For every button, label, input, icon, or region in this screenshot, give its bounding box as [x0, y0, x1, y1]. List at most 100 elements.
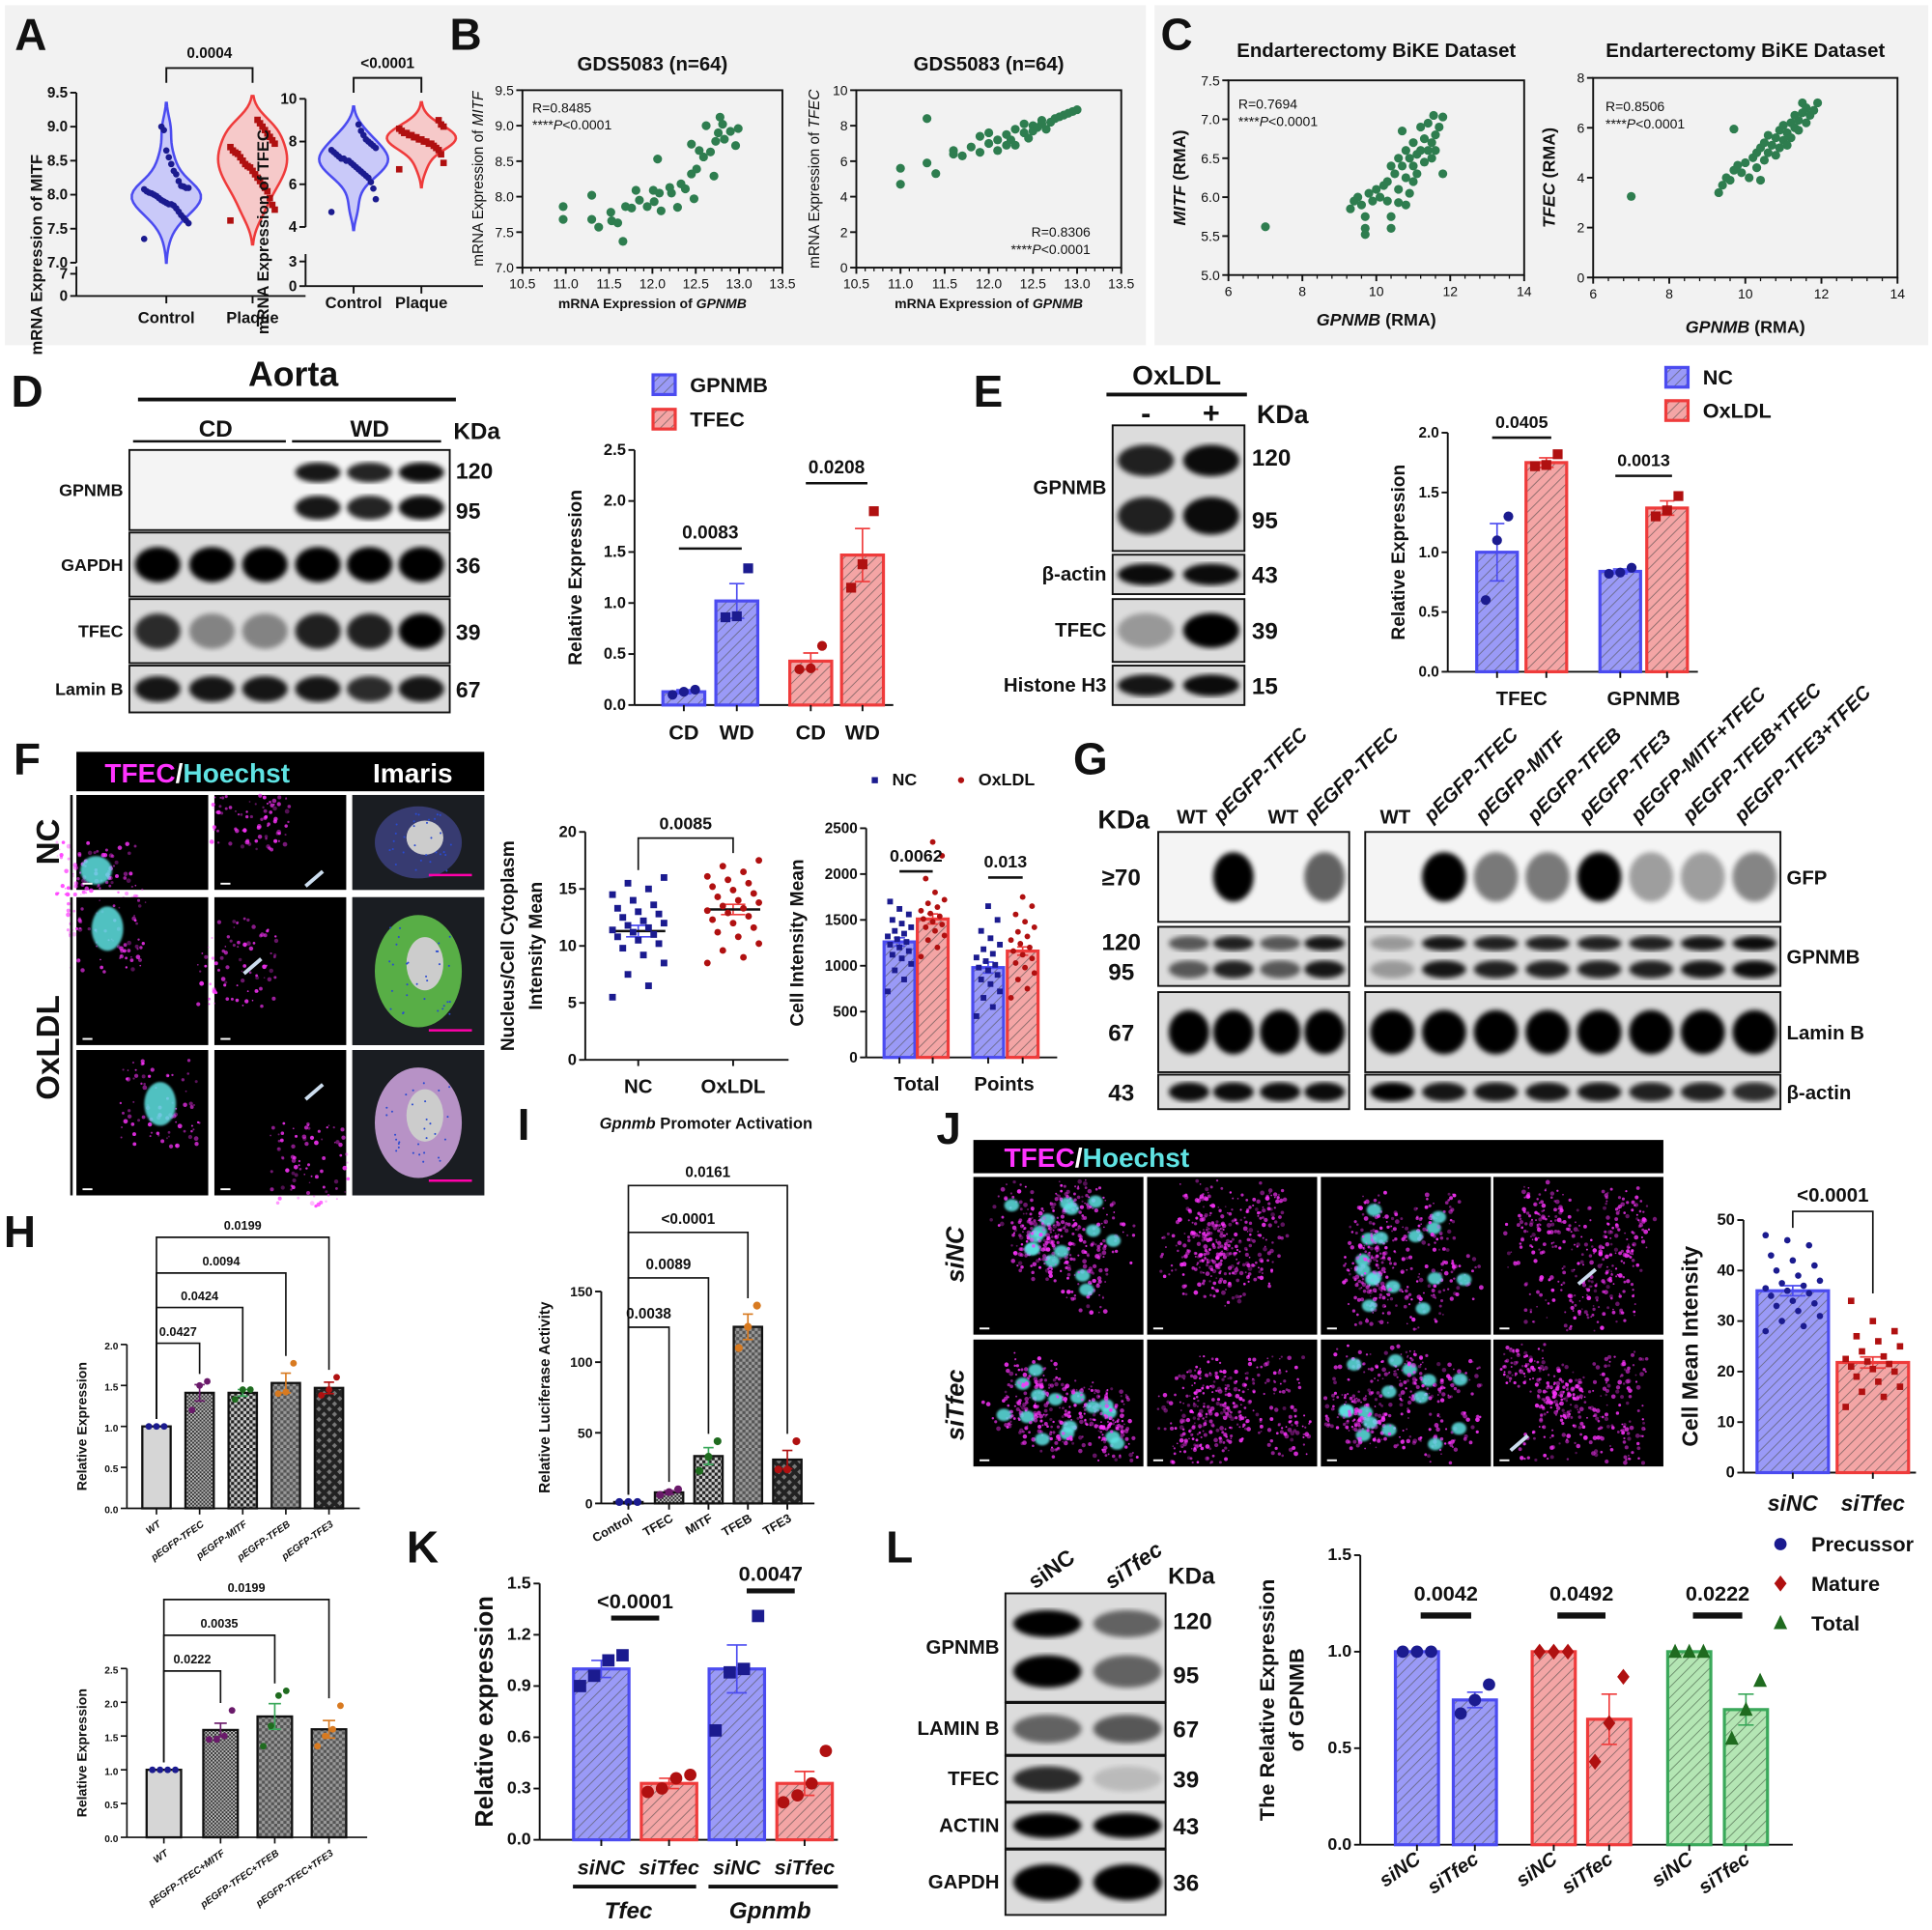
tfec-signal: [1206, 1261, 1209, 1264]
tfec-signal: [1056, 1240, 1060, 1244]
tfec-signal: [1092, 1206, 1094, 1210]
tfec-signal: [1372, 1288, 1378, 1293]
tfec-signal: [1090, 1242, 1094, 1247]
tfec-signal: [1393, 1444, 1398, 1449]
kda-marker: 120: [1252, 445, 1291, 471]
data-point: [1423, 118, 1433, 128]
tfec-signal: [1102, 1440, 1107, 1444]
tfec-signal: [1384, 1214, 1389, 1219]
kda-marker: 39: [456, 619, 481, 644]
tfec-signal: [1114, 1421, 1117, 1424]
tfec-signal: [346, 1177, 351, 1181]
tfec-signal: [1060, 1183, 1064, 1187]
tfec-signal: [1449, 1296, 1454, 1301]
tfec-signal: [1050, 1239, 1055, 1244]
tfec-signal: [225, 997, 230, 1001]
tfec-signal: [1197, 1282, 1202, 1288]
tfec-signal: [175, 1121, 177, 1123]
p-value-label-part: 0.0004: [186, 45, 232, 62]
bar: [971, 966, 1006, 1060]
tfec-signal: [1577, 1309, 1582, 1314]
tfec-signal: [1052, 1203, 1057, 1206]
tfec-signal: [1377, 1266, 1380, 1270]
data-point: [931, 169, 941, 179]
nucleus: [1407, 1230, 1424, 1242]
tfec-signal: [1363, 1371, 1366, 1374]
tfec-signal: [1580, 1253, 1584, 1257]
tfec-signal: [1043, 1238, 1047, 1243]
panel-letter-g-part: G: [1073, 733, 1108, 783]
tfec-signal: [1247, 1272, 1252, 1276]
tfec-signal: [1084, 1202, 1086, 1205]
tfec-signal: [1632, 1243, 1634, 1246]
blot-membrane: [128, 531, 451, 598]
data-point: [1816, 1313, 1824, 1320]
tfec-signal: [1043, 1367, 1047, 1370]
tfec-signal: [1626, 1201, 1630, 1205]
tfec-signal: [1234, 1267, 1239, 1273]
tfec-signal: [99, 899, 100, 901]
tfec-signal: [1238, 1250, 1241, 1253]
tfec-signal: [211, 936, 213, 939]
band: [1093, 1864, 1162, 1901]
tfec-signal: [1272, 1371, 1277, 1376]
tfec-signal: [1077, 1270, 1081, 1274]
tfec-signal: [1019, 1183, 1022, 1186]
tfec-signal: [1229, 1376, 1233, 1380]
tfec-signal: [1426, 1229, 1429, 1232]
tfec-signal: [1014, 1373, 1018, 1377]
tfec-signal: [1361, 1278, 1365, 1281]
tfec-signal: [1192, 1375, 1198, 1380]
tfec-signal: [1407, 1303, 1411, 1306]
tfec-signal: [1120, 1425, 1124, 1430]
tfec-signal: [1233, 1270, 1237, 1275]
x-axis-label: GPNMB (RMA): [1686, 318, 1805, 337]
tfec-signal: [1042, 1413, 1045, 1416]
tfec-signal: [1195, 1178, 1200, 1183]
kda-marker: 120: [456, 458, 493, 483]
tfec-signal: [1224, 1206, 1227, 1207]
tfec-signal: [212, 987, 216, 992]
p-value-label-part: P: [1627, 116, 1636, 131]
data-point: [934, 904, 941, 910]
tfec-signal: [1051, 1455, 1056, 1459]
kda-marker-part: 120: [456, 458, 493, 483]
tfec-signal: [1224, 1288, 1228, 1291]
tfec-signal: [272, 819, 277, 824]
tfec-signal: [1044, 1259, 1048, 1262]
data-point: [1778, 121, 1788, 130]
tfec-signal: [287, 820, 290, 824]
tfec-signal: [168, 1144, 174, 1149]
y-tick-label: 6: [289, 177, 298, 193]
x-tick-label: Plaque: [226, 308, 278, 326]
tfec-signal: [224, 980, 228, 984]
tfec-signal: [292, 1178, 297, 1183]
bar-wt: [141, 1423, 172, 1510]
bar-points: [971, 903, 1006, 1060]
x-tick-label-part: WT: [152, 1848, 171, 1866]
tfec-signal: [997, 1195, 1000, 1198]
kda-label-part: KDa: [1097, 805, 1151, 834]
tfec-signal: [1516, 1223, 1520, 1228]
x-tick-label-part: 10.5: [843, 276, 869, 292]
tfec-signal: [1024, 1426, 1028, 1431]
tfec-signal: [1058, 1406, 1062, 1409]
p-value-label: 0.013: [983, 852, 1027, 871]
tfec-signal: [1048, 1273, 1053, 1279]
data-point: [1410, 1645, 1424, 1659]
tfec-signal: [1538, 1217, 1543, 1222]
tfec-signal: [118, 906, 121, 909]
tfec-signal: [1206, 1405, 1210, 1409]
spot: [402, 851, 405, 854]
tfec-signal: [1198, 1231, 1202, 1234]
tfec-signal: [251, 999, 254, 1002]
tfec-signal: [235, 810, 237, 812]
tfec-signal: [1455, 1291, 1460, 1297]
x-tick-label: siNC: [1513, 1848, 1562, 1891]
legend-label-part: Mature: [1811, 1572, 1880, 1596]
tfec-signal: [1394, 1370, 1397, 1373]
tfec-signal: [72, 892, 77, 897]
tfec-signal: [1433, 1235, 1436, 1238]
bar: [1530, 1650, 1577, 1847]
